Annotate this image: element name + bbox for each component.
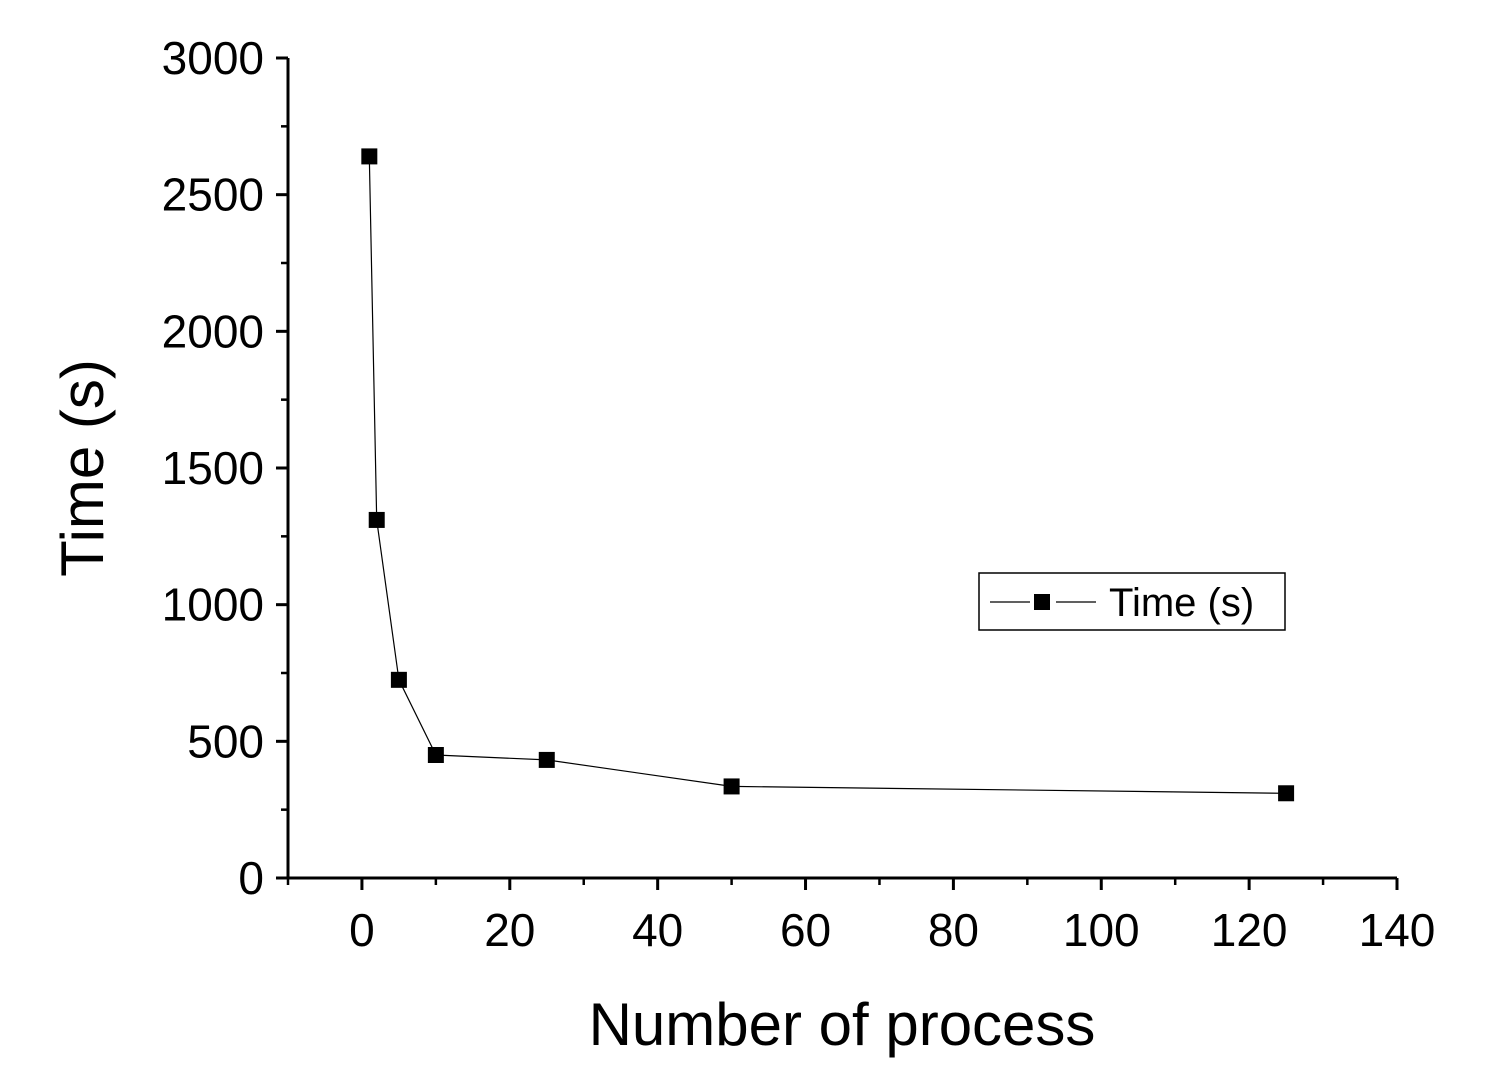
y-tick-label: 1000 [162,579,264,631]
plot-area [361,148,1295,802]
legend-marker-square [1034,594,1050,610]
y-tick-label: 0 [238,852,264,904]
legend: Time (s) [978,572,1286,631]
y-tick-label: 500 [187,715,264,767]
legend-frame [978,572,1286,631]
y-tick-label: 3000 [162,32,264,84]
y-tick-label: 2000 [162,305,264,357]
data-point-marker [538,751,555,768]
data-point-marker [1278,785,1295,802]
x-tick-label: 140 [1359,904,1436,956]
x-axis-title: Number of process [589,991,1096,1058]
series-line [368,156,1287,794]
x-tick-label: 120 [1211,904,1288,956]
legend-label: Time (s) [1109,581,1254,625]
y-tick-label: 2500 [162,169,264,221]
x-tick-label: 20 [484,904,535,956]
x-tick-label: 80 [928,904,979,956]
data-point-marker [427,747,444,763]
x-tick-label: 0 [349,904,375,956]
y-axis-title: Time (s) [49,359,116,577]
y-tick-label: 1500 [162,442,264,494]
x-tick-label: 40 [632,904,683,956]
x-tick-label: 100 [1063,904,1140,956]
data-point-marker [368,511,385,528]
x-tick-label: 60 [780,904,831,956]
axes: 0 20 40 60 80 100 120 140 0 500 1000 1500 2000 2500 30… [162,32,1436,956]
data-point-marker [361,148,378,165]
data-point-marker [390,671,407,688]
data-point-marker [723,778,740,795]
